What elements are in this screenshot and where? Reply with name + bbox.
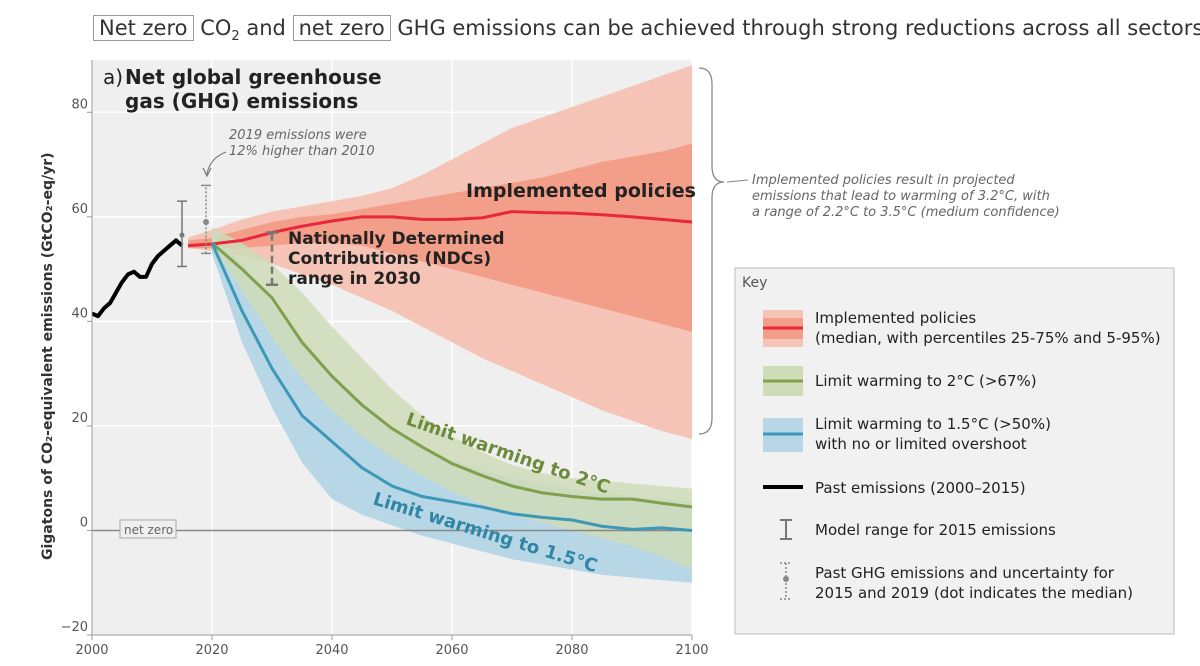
headline-co: CO xyxy=(200,16,232,40)
x-tick-label-2020: 2020 xyxy=(195,643,228,658)
implemented-range-bracket xyxy=(698,67,725,435)
x-tick-label-2060: 2060 xyxy=(435,643,468,658)
model-range-2015-median xyxy=(179,232,185,238)
range-markers xyxy=(177,184,278,287)
line-2c xyxy=(211,241,693,509)
legend-uncertainty-line2: 2015 and 2019 (dot indicates the median) xyxy=(815,584,1133,602)
y-tick-label--20: −20 xyxy=(61,620,88,635)
legend-uncertainty-line1: Past GHG emissions and uncertainty for xyxy=(815,564,1115,582)
annotation-2019-line1: 2019 emissions were xyxy=(229,128,367,143)
ndc-label-line3: range in 2030 xyxy=(288,269,421,289)
line-implemented-policies xyxy=(187,210,693,248)
x-tick-label-2000: 2000 xyxy=(75,643,108,658)
bracket-note-line1: Implemented policies result in projected xyxy=(752,173,1015,188)
legend-past: Past emissions (2000–2015) xyxy=(815,479,1026,497)
legend-15c-line1: Limit warming to 1.5°C (>50%) xyxy=(815,415,1051,433)
bracket-connector xyxy=(726,179,749,183)
legend-implemented-line2: (median, with percentiles 25-75% and 5-9… xyxy=(815,329,1161,347)
y-tick-label-60: 60 xyxy=(71,202,88,217)
net-zero-label-box xyxy=(119,519,177,539)
x-tick-label-2080: 2080 xyxy=(555,643,588,658)
headline: Net zero CO2 and net zero GHG emissions … xyxy=(93,15,1200,50)
ndc-label-line1: Nationally Determined xyxy=(288,229,505,249)
chart-title-line1: Net global greenhouse xyxy=(125,65,382,89)
y-tick-label-80: 80 xyxy=(71,97,88,112)
y-tick-label-20: 20 xyxy=(71,411,88,426)
annotation-2019-arrow xyxy=(206,151,227,175)
annotation-2019-line2: 12% higher than 2010 xyxy=(229,144,375,159)
headline-rest: GHG emissions can be achieved through st… xyxy=(397,16,1200,40)
headline-net-zero-box-1: Net zero xyxy=(93,15,194,41)
legend-model-range: Model range for 2015 emissions xyxy=(815,521,1056,539)
x-tick-label-2040: 2040 xyxy=(315,643,348,658)
line-past-emissions xyxy=(91,238,184,319)
implemented-policies-label: Implemented policies xyxy=(466,180,696,202)
series-lines xyxy=(91,210,693,532)
headline-net-zero-box-2: net zero xyxy=(292,15,391,41)
y-tick-label-0: 0 xyxy=(80,515,88,530)
legend-title: Key xyxy=(742,275,767,291)
net-zero-label: net zero xyxy=(124,523,173,537)
panel-label: a) xyxy=(103,65,123,89)
implemented-band-25-75 xyxy=(188,143,692,332)
legend-2c: Limit warming to 2°C (>67%) xyxy=(815,372,1037,390)
headline-co-subscript: 2 xyxy=(231,29,240,45)
bracket-note-line3: a range of 2.2°C to 3.5°C (medium confid… xyxy=(752,205,1060,220)
uncertainty-2019-median xyxy=(203,219,209,226)
legend-15c-line2: with no or limited overshoot xyxy=(815,435,1027,453)
band-2c xyxy=(212,227,692,570)
line-15c xyxy=(210,242,693,532)
headline-and: and xyxy=(246,16,286,40)
legend-swatch-uncertainty-icon xyxy=(780,562,792,600)
legend-implemented-line1: Implemented policies xyxy=(815,309,976,327)
y-axis-label: Gigatons of CO₂-equivalent emissions (Gt… xyxy=(40,152,56,560)
legend-swatch-model-range-icon xyxy=(780,519,792,540)
annotation-2019-arrowhead xyxy=(202,167,212,178)
legend-box xyxy=(734,267,1175,635)
x-tick-label-2100: 2100 xyxy=(675,643,708,658)
bracket-note-line2: emissions that lead to warming of 3.2°C,… xyxy=(752,189,1050,204)
y-tick-label-40: 40 xyxy=(71,306,88,321)
band-2c-group xyxy=(212,227,692,570)
chart-title-line2: gas (GHG) emissions xyxy=(125,89,358,113)
ndc-label-line2: Contributions (NDCs) xyxy=(288,249,491,269)
